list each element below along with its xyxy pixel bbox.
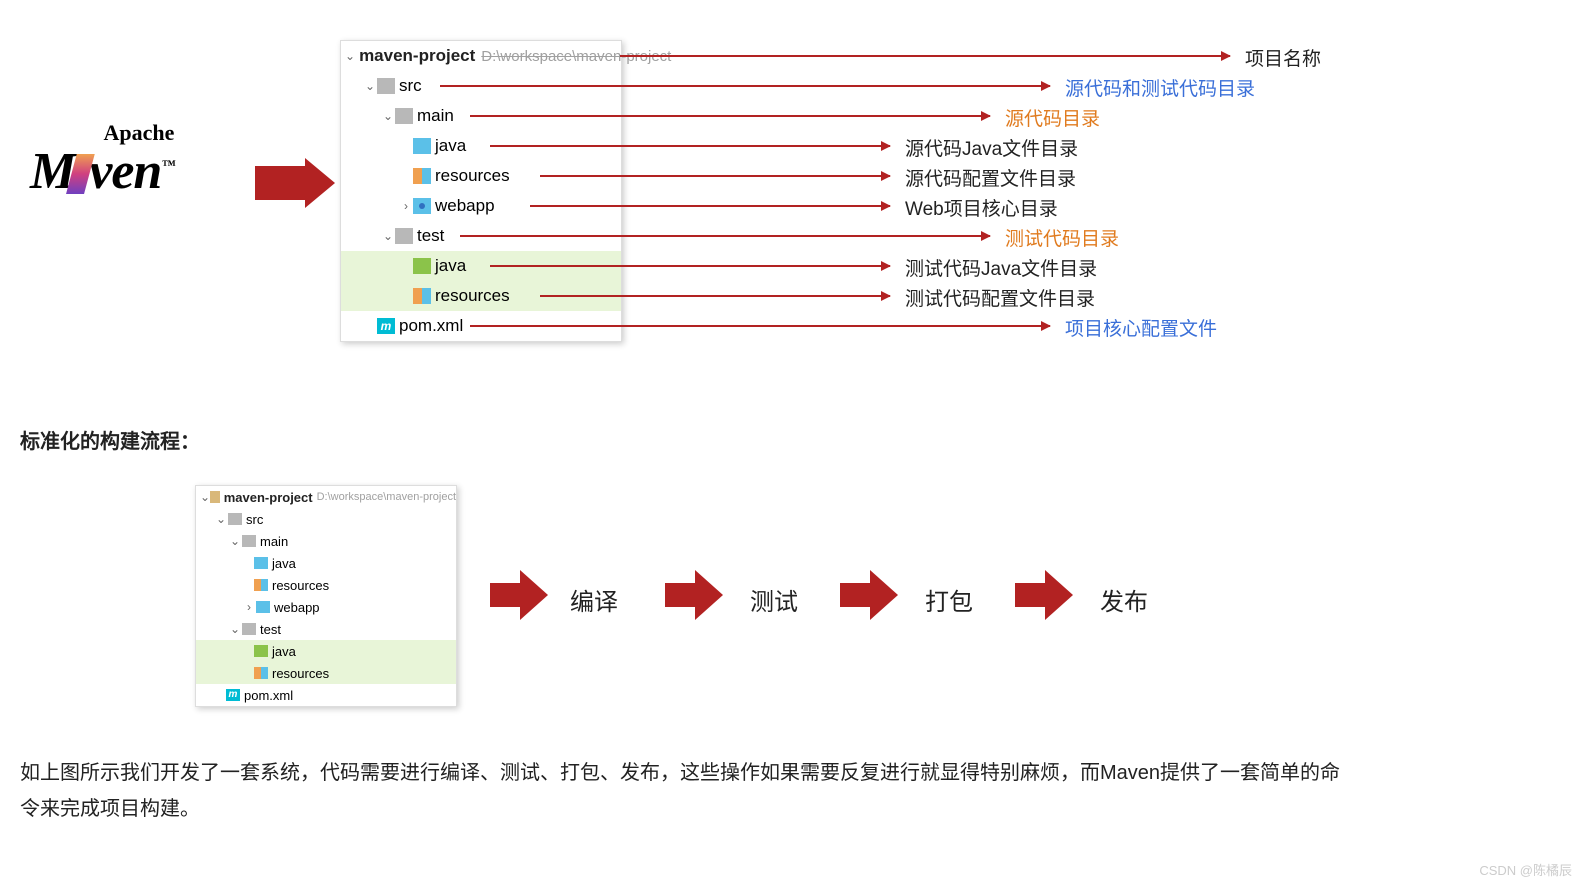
tree-row-test-java[interactable]: java xyxy=(196,640,456,662)
flow-step-compile: 编译 xyxy=(570,582,618,617)
tree-label: maven-project xyxy=(224,490,313,505)
folder-icon xyxy=(254,557,268,569)
chevron-down-icon: ⌄ xyxy=(363,79,377,93)
folder-icon xyxy=(242,623,256,635)
chevron-down-icon: ⌄ xyxy=(200,490,210,504)
folder-icon xyxy=(377,78,395,94)
tree-label: resources xyxy=(435,286,510,306)
chevron-down-icon: ⌄ xyxy=(381,229,395,243)
arrow-line xyxy=(470,115,990,117)
flow-step-package: 打包 xyxy=(925,582,973,617)
arrow-line xyxy=(540,175,890,177)
folder-icon xyxy=(413,138,431,154)
maven-file-icon: m xyxy=(377,318,395,334)
annotation-test-res: 测试代码配置文件目录 xyxy=(905,284,1095,311)
tree-label: main xyxy=(260,534,288,549)
tree-row-root[interactable]: ⌄ maven-project D:\workspace\maven-proje… xyxy=(196,486,456,508)
folder-icon xyxy=(413,288,431,304)
section-heading-build-flow: 标准化的构建流程： xyxy=(20,425,200,454)
tree-label: pom.xml xyxy=(244,688,293,703)
folder-icon xyxy=(254,667,268,679)
flow-step-test: 测试 xyxy=(750,582,798,617)
annotation-main-res: 源代码配置文件目录 xyxy=(905,164,1076,191)
arrow-line xyxy=(460,235,990,237)
arrow-line xyxy=(490,265,890,267)
chevron-down-icon: ⌄ xyxy=(214,512,228,526)
folder-icon xyxy=(254,579,268,591)
folder-icon xyxy=(413,258,431,274)
watermark: CSDN @陈橘辰 xyxy=(1479,860,1572,879)
tree-label: webapp xyxy=(435,196,495,216)
arrow-line xyxy=(620,55,1230,57)
annotation-main-java: 源代码Java文件目录 xyxy=(905,134,1078,161)
tree-label: test xyxy=(417,226,444,246)
tree-row-src[interactable]: ⌄ src xyxy=(196,508,456,530)
arrow-line xyxy=(540,295,890,297)
arrow-line xyxy=(440,85,1050,87)
tree-label: main xyxy=(417,106,454,126)
folder-icon xyxy=(242,535,256,547)
arrow-line xyxy=(530,205,890,207)
tree-label: src xyxy=(246,512,263,527)
annotation-test: 测试代码目录 xyxy=(1005,224,1119,251)
annotation-main-web: Web项目核心目录 xyxy=(905,194,1058,221)
annotation-src: 源代码和测试代码目录 xyxy=(1065,74,1255,101)
maven-text: Mven™ xyxy=(30,146,174,198)
folder-icon xyxy=(395,108,413,124)
tree-row-test-res[interactable]: resources xyxy=(196,662,456,684)
chevron-down-icon: ⌄ xyxy=(228,622,242,636)
folder-icon xyxy=(254,645,268,657)
tree-path: D:\workspace\maven-project xyxy=(317,491,456,503)
tree-row-main[interactable]: ⌄ main xyxy=(196,530,456,552)
tree-label: resources xyxy=(435,166,510,186)
tree-label: maven-project xyxy=(359,46,475,66)
arrow-line xyxy=(490,145,890,147)
tree-label: src xyxy=(399,76,422,96)
tree-label: pom.xml xyxy=(399,316,463,336)
tree-row-main-web[interactable]: › webapp xyxy=(196,596,456,618)
tree-label: test xyxy=(260,622,281,637)
tree-label: java xyxy=(272,556,296,571)
chevron-right-icon: › xyxy=(399,199,413,213)
arrow-line xyxy=(470,325,1050,327)
tree-label: java xyxy=(435,256,466,276)
chevron-right-icon: › xyxy=(242,600,256,614)
tree-label: java xyxy=(272,644,296,659)
description-paragraph: 如上图所示我们开发了一套系统，代码需要进行编译、测试、打包、发布，这些操作如果需… xyxy=(20,755,1360,827)
chevron-down-icon: ⌄ xyxy=(228,534,242,548)
maven-file-icon: m xyxy=(226,689,240,701)
chevron-down-icon: ⌄ xyxy=(345,49,355,63)
project-tree-small: ⌄ maven-project D:\workspace\maven-proje… xyxy=(195,485,457,707)
annotation-project-name: 项目名称 xyxy=(1245,44,1321,71)
folder-icon xyxy=(210,491,220,503)
folder-icon xyxy=(395,228,413,244)
tree-row-test[interactable]: ⌄ test xyxy=(196,618,456,640)
folder-icon xyxy=(228,513,242,525)
tree-row-main-res[interactable]: resources xyxy=(196,574,456,596)
maven-logo: Apache Mven™ xyxy=(30,120,174,198)
flow-step-deploy: 发布 xyxy=(1100,582,1148,617)
annotation-test-java: 测试代码Java文件目录 xyxy=(905,254,1097,281)
tree-row-pom[interactable]: m pom.xml xyxy=(196,684,456,706)
tree-label: resources xyxy=(272,578,329,593)
folder-icon xyxy=(256,601,270,613)
folder-icon xyxy=(413,168,431,184)
annotation-pom: 项目核心配置文件 xyxy=(1065,314,1217,341)
tree-row-root[interactable]: ⌄ maven-project D:\workspace\maven-proje… xyxy=(341,41,621,71)
folder-icon xyxy=(413,198,431,214)
tree-row-main-java[interactable]: java xyxy=(196,552,456,574)
annotation-main: 源代码目录 xyxy=(1005,104,1100,131)
chevron-down-icon: ⌄ xyxy=(381,109,395,123)
tree-label: webapp xyxy=(274,600,320,615)
tree-label: java xyxy=(435,136,466,156)
tree-label: resources xyxy=(272,666,329,681)
